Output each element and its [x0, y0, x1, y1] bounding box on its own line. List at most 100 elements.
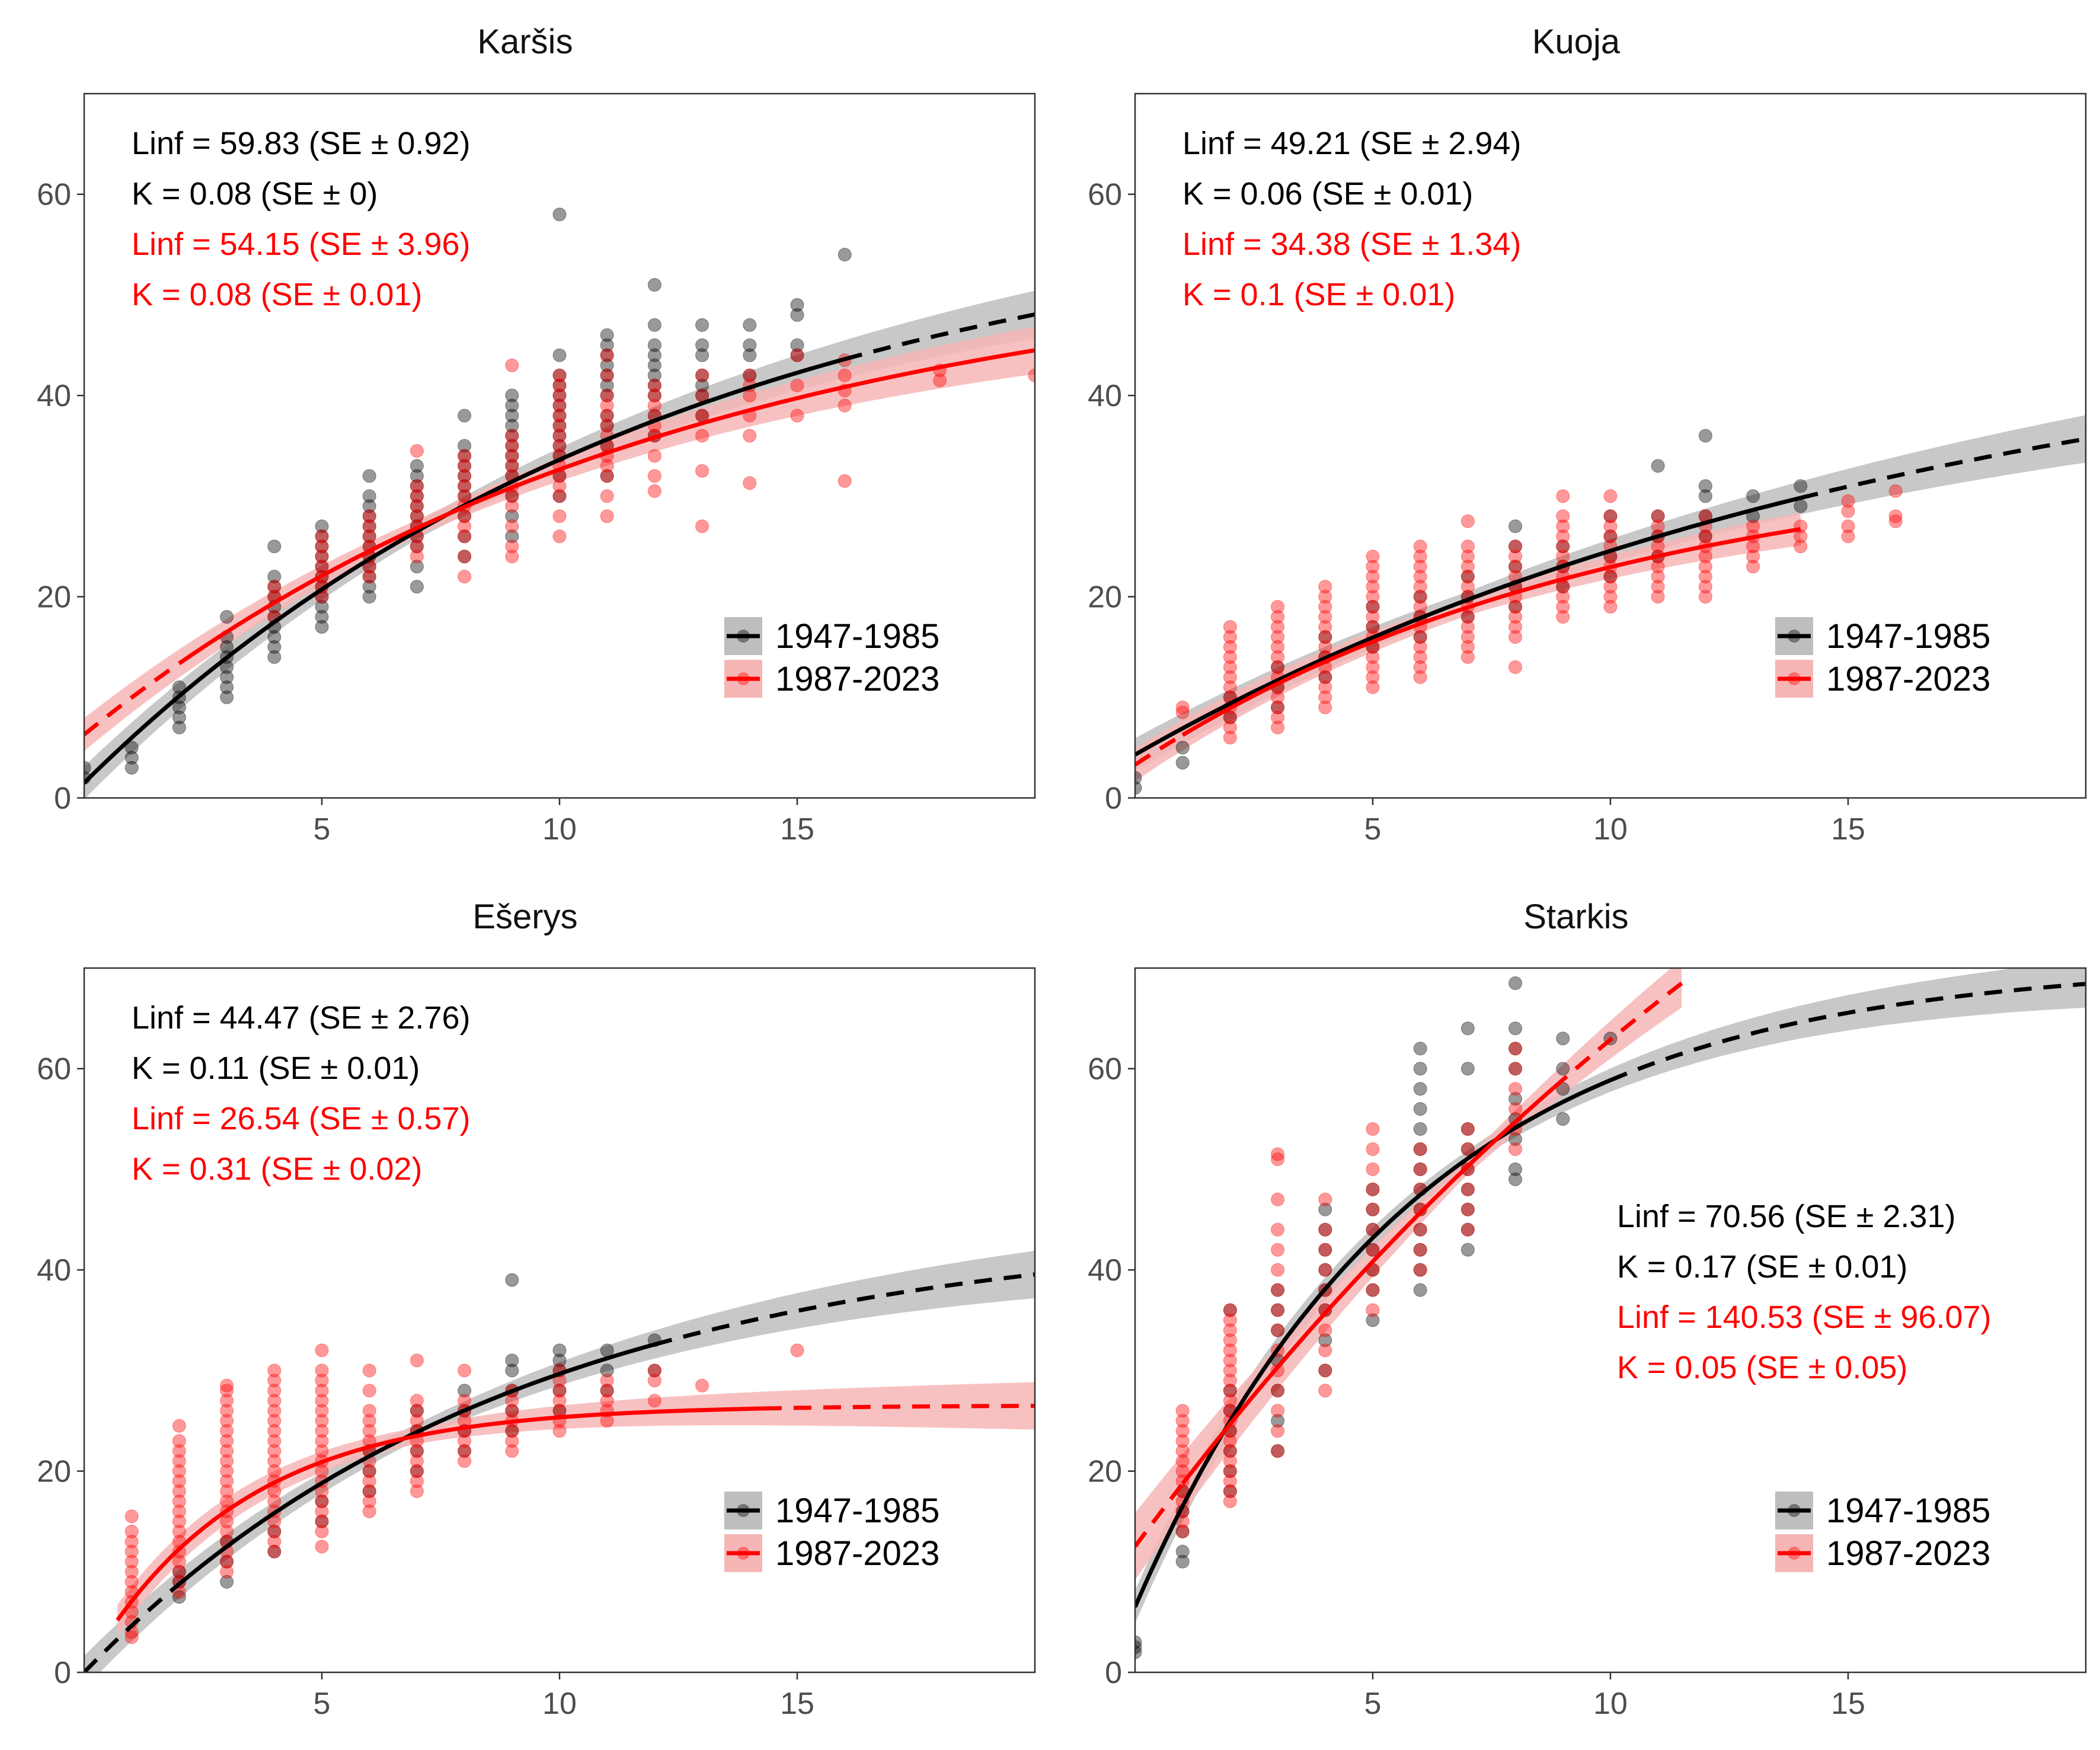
data-point — [172, 700, 186, 714]
data-point — [458, 489, 472, 503]
data-point — [220, 1454, 234, 1468]
data-point — [1413, 1263, 1427, 1277]
data-point — [1460, 1162, 1475, 1176]
data-point — [410, 1484, 424, 1498]
data-point — [600, 348, 614, 362]
data-point — [552, 398, 567, 413]
data-point — [1651, 459, 1665, 473]
data-point — [1413, 1162, 1427, 1176]
data-point — [1603, 580, 1618, 594]
legend-label: 1987-2023 — [775, 660, 939, 698]
data-point — [1271, 1414, 1285, 1428]
plot-area — [84, 207, 1035, 798]
data-point — [410, 560, 424, 574]
data-point — [172, 1564, 186, 1579]
data-point — [695, 348, 709, 362]
data-point — [1460, 1202, 1475, 1216]
data-point — [220, 1404, 234, 1418]
data-point — [1413, 1062, 1427, 1076]
data-point — [267, 1544, 282, 1559]
data-point — [1366, 1303, 1380, 1317]
data-point — [743, 318, 757, 332]
data-point — [1413, 1243, 1427, 1257]
data-point — [1460, 1122, 1475, 1136]
data-point — [505, 459, 519, 473]
data-point — [552, 378, 567, 392]
data-point — [1366, 620, 1380, 634]
data-point — [647, 1363, 661, 1378]
data-point — [552, 388, 567, 403]
legend-key-point — [737, 630, 750, 643]
data-point — [695, 378, 709, 392]
data-point — [1508, 560, 1523, 574]
data-point — [695, 368, 709, 382]
data-point — [1271, 660, 1285, 674]
data-point — [410, 444, 424, 458]
data-point — [505, 1434, 519, 1448]
data-point — [1413, 1283, 1427, 1297]
data-point — [267, 650, 282, 664]
data-point — [505, 499, 519, 513]
data-point — [1318, 1243, 1332, 1257]
data-point — [1175, 705, 1190, 720]
data-point — [1460, 1182, 1475, 1196]
data-point — [838, 368, 852, 382]
fit-line-solid — [1181, 527, 1801, 737]
data-point — [315, 539, 329, 554]
data-point — [1841, 529, 1855, 544]
data-point — [743, 476, 757, 490]
data-point — [1318, 670, 1332, 684]
data-point — [1318, 1192, 1332, 1206]
fit-line-dashed — [654, 1272, 1035, 1347]
data-point — [1135, 771, 1142, 785]
data-point — [552, 429, 567, 443]
data-point — [410, 1394, 424, 1408]
data-point — [1318, 590, 1332, 604]
data-point — [600, 338, 614, 352]
data-point — [267, 1444, 282, 1458]
data-point — [267, 1494, 282, 1508]
data-point — [315, 1394, 329, 1408]
data-point — [1556, 590, 1570, 604]
data-point — [267, 580, 282, 594]
data-point — [552, 489, 567, 503]
data-point — [315, 550, 329, 564]
data-point — [1603, 600, 1618, 614]
data-point — [1223, 1333, 1237, 1347]
data-point — [1366, 1243, 1380, 1257]
data-point — [172, 1444, 186, 1458]
y-tick-label: 0 — [54, 781, 71, 816]
data-point — [1223, 1444, 1237, 1458]
data-point — [1366, 1182, 1380, 1196]
data-point — [1366, 1283, 1380, 1297]
data-point — [505, 419, 519, 433]
data-point — [362, 499, 376, 513]
data-point — [1223, 1353, 1237, 1368]
data-point — [220, 1414, 234, 1428]
legend-key-point — [1788, 672, 1801, 685]
data-point — [267, 539, 282, 554]
data-point — [1460, 539, 1475, 554]
data-point — [1223, 650, 1237, 664]
data-point — [172, 1464, 186, 1478]
data-point — [600, 368, 614, 382]
data-point — [315, 1524, 329, 1538]
data-point — [1318, 580, 1332, 594]
data-point — [410, 1444, 424, 1458]
data-point — [410, 479, 424, 493]
data-point — [1508, 1092, 1523, 1106]
data-point — [362, 580, 376, 594]
data-point — [1413, 1222, 1427, 1237]
data-point — [743, 368, 757, 382]
data-point — [1318, 1202, 1332, 1216]
data-point — [505, 519, 519, 534]
data-point — [1413, 1142, 1427, 1156]
data-point — [410, 489, 424, 503]
data-point — [172, 1564, 186, 1579]
fit-line-solid — [1135, 1078, 1612, 1608]
data-point — [1318, 630, 1332, 644]
data-point — [1413, 1122, 1427, 1136]
data-point — [1508, 660, 1523, 674]
data-point — [315, 620, 329, 634]
